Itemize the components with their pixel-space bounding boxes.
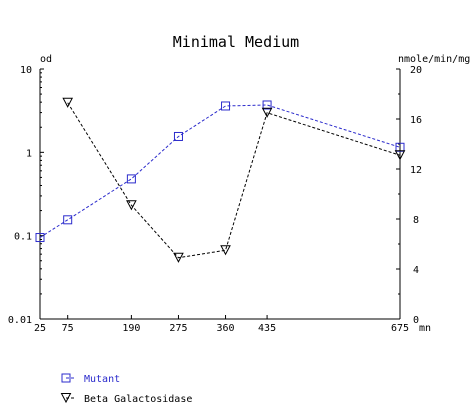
series-line bbox=[39, 104, 401, 238]
x-tick-label: 360 bbox=[217, 323, 235, 334]
left-tick-label: 0.01 bbox=[8, 315, 32, 326]
right-tick-label: 8 bbox=[413, 215, 419, 226]
right-tick-label: 16 bbox=[410, 115, 422, 126]
x-tick-label: 435 bbox=[258, 323, 276, 334]
square-marker bbox=[173, 131, 183, 141]
x-axis-label: mn bbox=[419, 323, 431, 334]
legend-label: Mutant bbox=[84, 374, 120, 385]
triangle-marker bbox=[62, 97, 74, 108]
square-marker bbox=[126, 174, 136, 184]
left-axis-ticks: 10 1 0.1 0.01 bbox=[8, 65, 44, 326]
right-tick-label: 20 bbox=[410, 65, 422, 76]
chart-title: Minimal Medium bbox=[173, 33, 299, 51]
x-tick-label: 675 bbox=[391, 323, 409, 334]
x-tick-label: 275 bbox=[169, 323, 187, 334]
series-group bbox=[35, 97, 406, 263]
triangle-marker bbox=[126, 200, 137, 211]
right-axis-label: nmole/min/mg bbox=[398, 54, 470, 65]
legend-label: Beta Galactosidase bbox=[84, 394, 192, 405]
square-marker bbox=[395, 142, 405, 152]
square-marker bbox=[63, 215, 73, 225]
triangle-marker bbox=[220, 245, 231, 256]
x-tick-label: 25 bbox=[34, 323, 46, 334]
left-axis-label: od bbox=[40, 54, 52, 65]
right-tick-label: 12 bbox=[410, 165, 422, 176]
square-marker bbox=[61, 373, 71, 383]
square-marker bbox=[35, 233, 45, 243]
triangle-marker bbox=[173, 252, 184, 263]
x-tick-label: 75 bbox=[62, 323, 74, 334]
square-marker bbox=[262, 100, 272, 110]
x-tick-label: 190 bbox=[122, 323, 140, 334]
legend: Mutant Beta Galactosidase bbox=[60, 373, 192, 405]
left-tick-label: 1 bbox=[26, 148, 32, 159]
triangle-marker bbox=[261, 107, 273, 118]
x-axis-ticks: 25 75 190 275 360 435 675 bbox=[34, 315, 409, 334]
left-tick-label: 0.1 bbox=[14, 232, 32, 243]
left-tick-label: 10 bbox=[20, 65, 32, 76]
triangle-marker bbox=[60, 393, 72, 404]
series-line bbox=[67, 102, 401, 259]
square-marker bbox=[221, 101, 231, 111]
triangle-marker bbox=[394, 150, 406, 161]
right-tick-label: 4 bbox=[413, 265, 419, 276]
right-axis-ticks: 20 16 12 8 4 0 bbox=[396, 65, 422, 326]
right-tick-label: 0 bbox=[413, 315, 419, 326]
